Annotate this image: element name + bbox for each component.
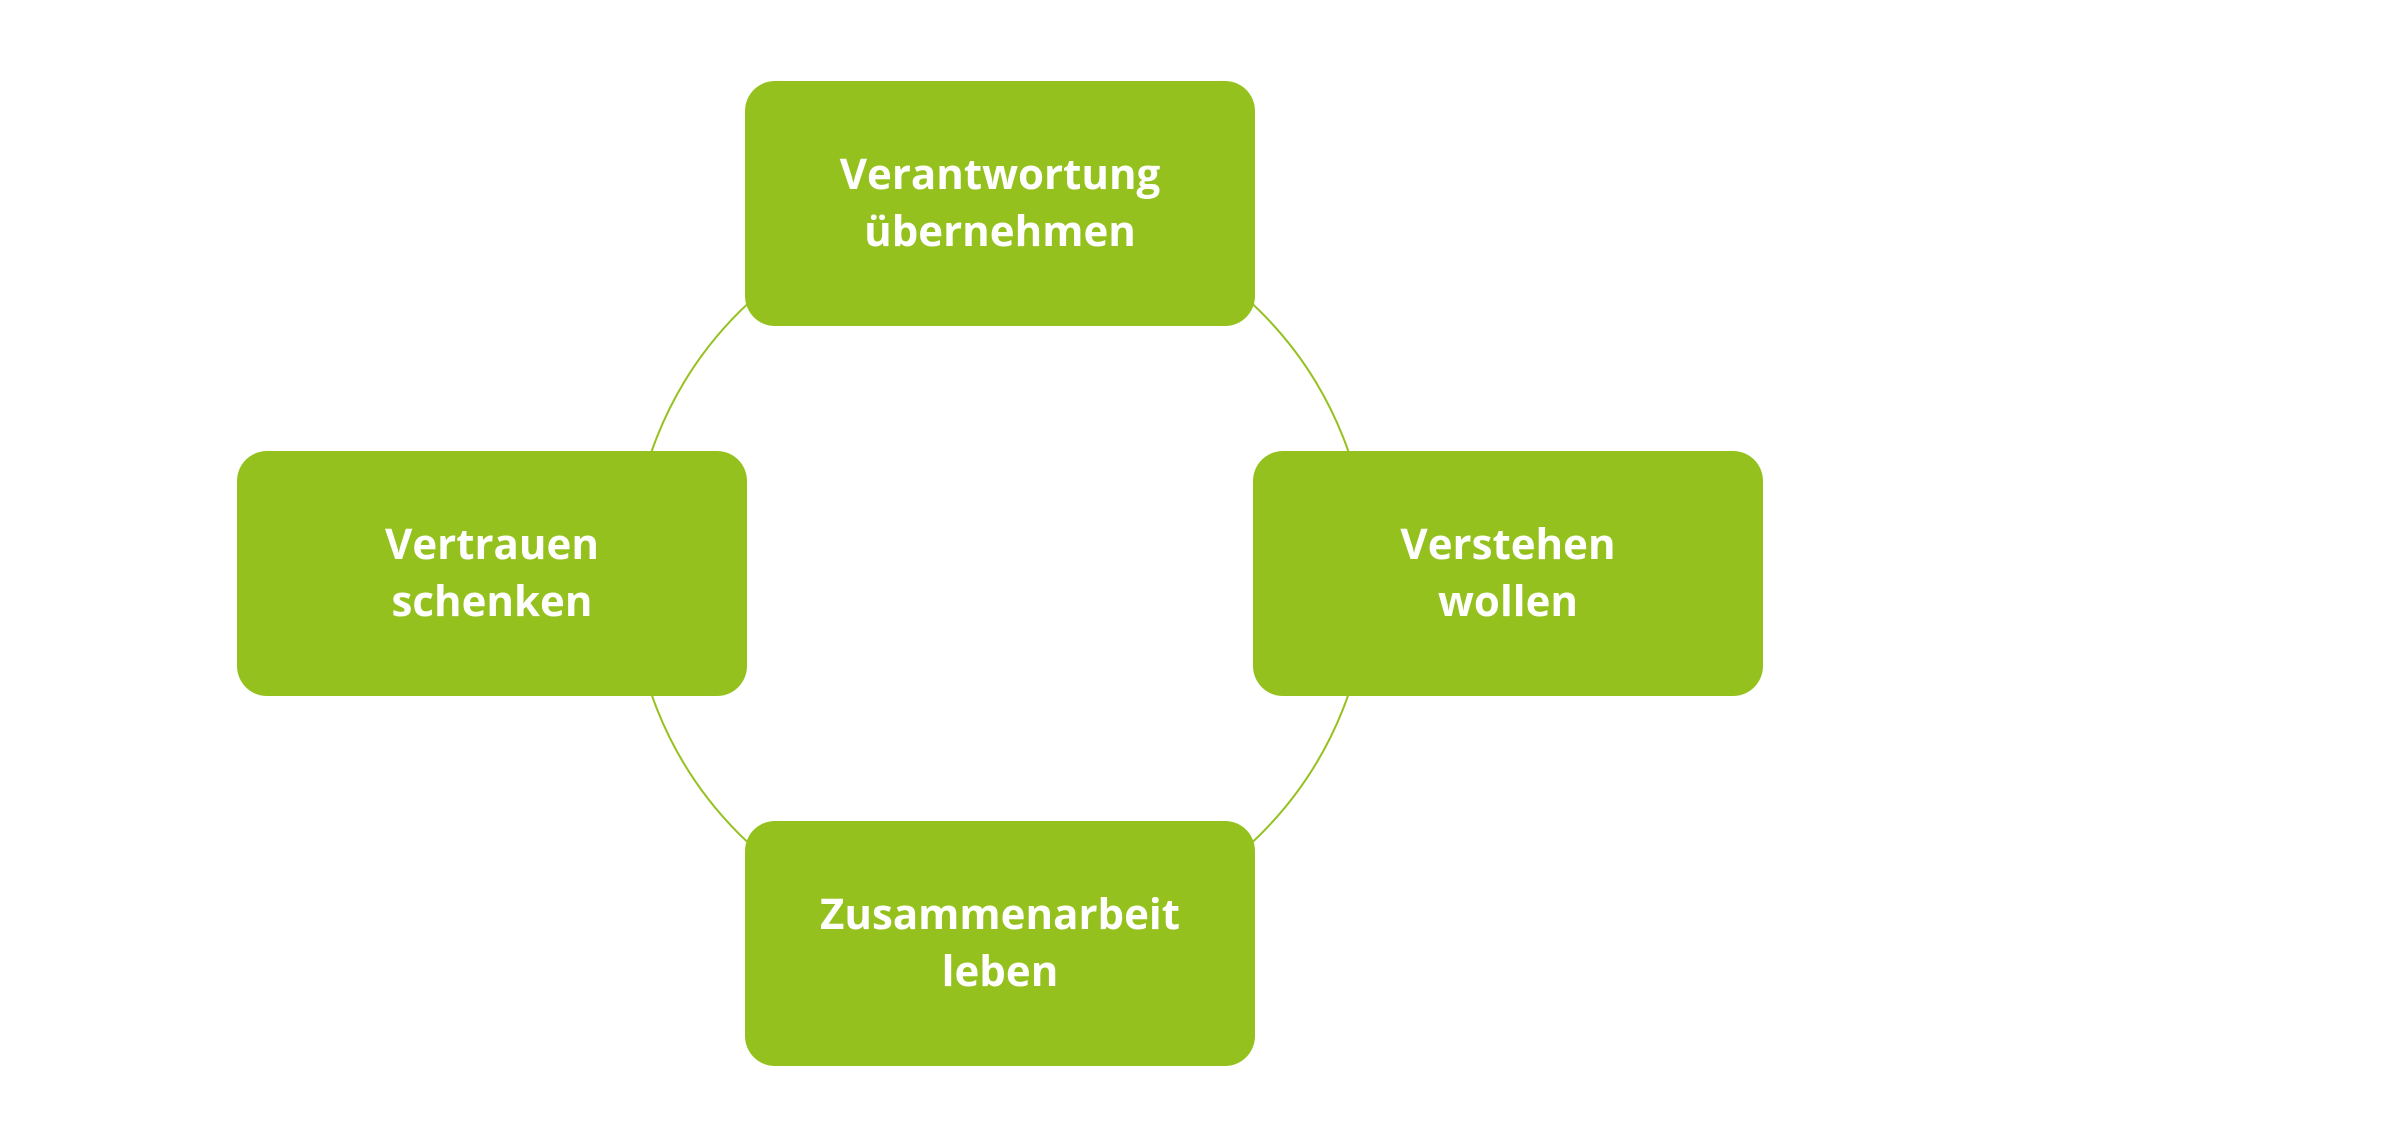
node-top: Verantwortung übernehmen <box>745 81 1255 326</box>
diagram-canvas: Verantwortung übernehmen Verstehen wolle… <box>0 0 2400 1146</box>
node-right: Verstehen wollen <box>1253 451 1763 696</box>
node-bottom: Zusammenarbeit leben <box>745 821 1255 1066</box>
node-left: Vertrauen schenken <box>237 451 747 696</box>
